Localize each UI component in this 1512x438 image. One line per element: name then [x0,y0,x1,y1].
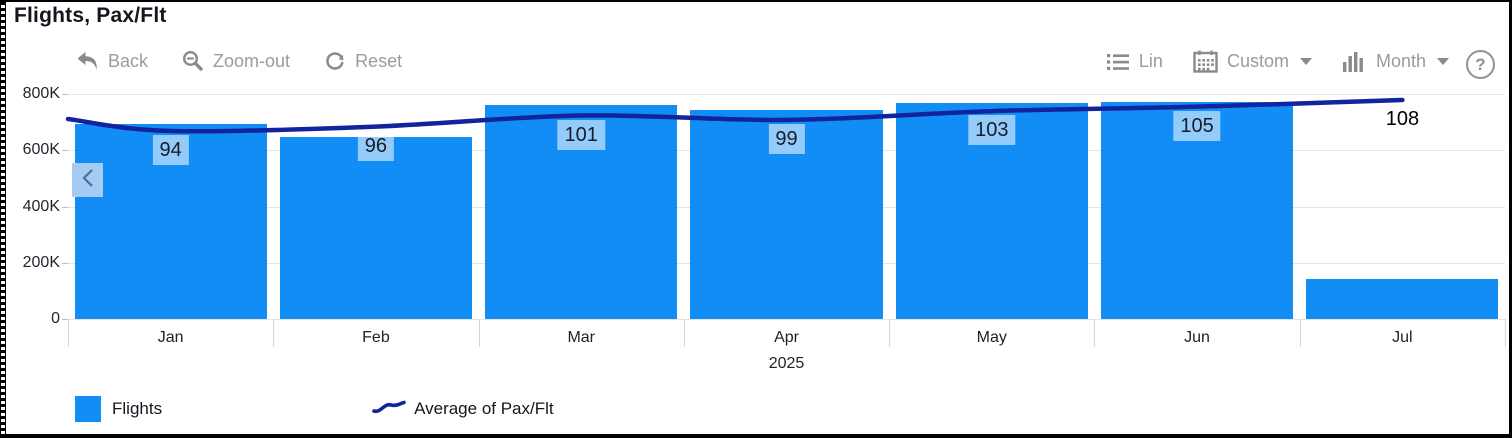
x-axis-label-feb[interactable]: Feb [362,329,390,346]
legend-label: Flights [112,399,163,418]
custom-period-dropdown[interactable]: Custom [1193,50,1312,73]
x-axis-label-jul[interactable]: Jul [1392,329,1413,346]
x-axis-tick [889,319,891,347]
list-icon [1106,52,1130,72]
zoom-out-button[interactable]: Zoom-out [182,50,290,72]
navy-line-swatch [372,399,406,420]
column-chart-icon [1342,50,1367,73]
scroll-left-button[interactable] [72,163,103,197]
x-axis-tick [1505,319,1506,347]
y-axis-label: 400K [22,197,60,215]
y-axis-label: 600K [22,141,60,159]
gridline [68,94,1505,95]
x-axis-label-may[interactable]: May [976,329,1007,346]
legend-label: Average of Pax/Flt [414,399,554,418]
y-axis-label: 200K [22,253,60,271]
y-axis-label: 800K [22,85,60,102]
chevron-down-icon [1437,58,1449,65]
y-axis-label: 0 [51,310,60,327]
x-axis-tick [68,319,69,347]
x-axis-label-jun[interactable]: Jun [1184,329,1210,346]
custom-label: Custom [1226,51,1289,71]
line-value-label: 94 [152,135,189,165]
chevron-down-icon [1299,58,1312,65]
question-circle-icon: ? [1475,54,1486,74]
month-granularity-dropdown[interactable]: Month [1342,50,1449,73]
x-axis-tick [1094,319,1096,347]
x-axis-tick [273,319,275,347]
reset-button[interactable]: Reset [324,50,402,72]
legend-item-avg-paxflt[interactable]: Average of Pax/Flt [372,399,554,420]
reset-label: Reset [355,50,403,71]
line-value-label: 103 [968,115,1016,146]
bar-jul[interactable] [1306,279,1499,319]
back-label: Back [108,50,149,71]
month-label: Month [1375,51,1426,71]
help-button[interactable]: ? [1466,50,1495,79]
y-axis-tick [62,319,68,320]
calendar-icon [1193,50,1218,73]
lin-log-toggle[interactable]: Lin [1106,51,1163,72]
magnifier-minus-icon [182,50,204,72]
y-axis-tick [62,94,68,95]
page-title: Flights, Pax/Flt [14,4,167,27]
toolbar-right: Lin Custom [1106,50,1449,73]
gridline [68,319,1505,320]
refresh-icon [324,50,346,72]
left-selection-border [0,2,6,434]
undo-arrow-icon [76,51,99,71]
legend: Flights Average of Pax/Flt [75,396,554,422]
x-axis-label-jan[interactable]: Jan [157,329,184,346]
blue-square-swatch [75,396,101,422]
toolbar-left: Back Zoom-out Reset [76,50,402,72]
y-axis-tick [62,262,68,264]
line-value-label: 105 [1173,110,1221,141]
bar-feb[interactable] [279,137,473,319]
x-axis-year-label: 2025 [768,355,805,372]
x-axis-tick [1299,319,1301,347]
back-button[interactable]: Back [76,51,148,72]
x-axis-label-mar[interactable]: Mar [567,329,596,346]
line-value-label: 101 [557,119,605,150]
x-axis-tick [683,319,685,347]
line-value-label: 96 [357,130,395,161]
x-axis-label-apr[interactable]: Apr [774,329,799,346]
lin-label: Lin [1138,51,1163,71]
y-axis-tick [62,150,68,152]
zoom-out-label: Zoom-out [213,50,291,71]
chevron-left-icon [81,168,95,193]
x-axis-tick [478,319,480,347]
line-value-label: 99 [768,123,805,154]
y-axis-tick [62,206,68,208]
legend-item-flights[interactable]: Flights [75,396,162,422]
line-value-label: 108 [1385,108,1420,130]
